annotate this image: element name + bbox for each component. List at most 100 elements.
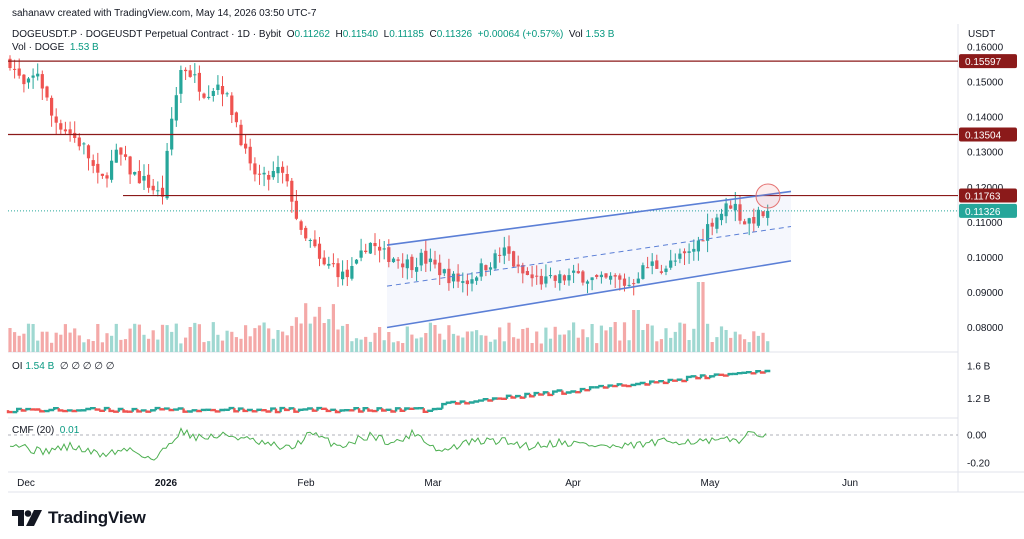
volume-bar (341, 325, 345, 352)
candle (133, 172, 137, 175)
cmf-value: 0.01 (59, 425, 80, 436)
oi-step-segment (515, 394, 521, 398)
volume-bar (40, 331, 44, 352)
candle (599, 274, 603, 278)
volume-bar (156, 339, 160, 352)
candle (244, 143, 248, 149)
oi-step-segment (131, 407, 138, 412)
candle (535, 275, 539, 277)
candle (313, 239, 317, 247)
volume-bar (327, 319, 331, 352)
tradingview-brand[interactable]: TradingView (12, 507, 146, 529)
volume-bar (752, 331, 756, 352)
candle (525, 271, 529, 275)
oi-step-segment (547, 392, 554, 397)
change-value: +0.00064 (+0.57%) (477, 29, 564, 40)
oi-step-segment (113, 410, 119, 413)
volume-bar (225, 330, 229, 352)
candle (45, 86, 49, 98)
volume-bar (761, 332, 765, 352)
candle (216, 84, 220, 90)
oi-step-segment (353, 407, 360, 411)
candle (655, 260, 659, 269)
volume-bar (354, 338, 359, 352)
oi-step-segment (487, 399, 494, 402)
oi-step-segment (293, 408, 300, 413)
volume-bar (502, 341, 506, 352)
candle (618, 275, 622, 280)
channel-fill (387, 191, 791, 328)
volume-bar (63, 324, 67, 352)
oi-step-segment (274, 408, 281, 414)
price-level-badge (959, 54, 1017, 69)
oi-step-segment (399, 408, 406, 412)
candle (539, 275, 543, 285)
oi-step-segment (145, 410, 152, 413)
volume-bar (475, 330, 479, 352)
candle (548, 275, 553, 277)
oi-step-segment (103, 406, 110, 411)
cmf-tick-label: -0.20 (967, 459, 990, 470)
volume-bar (285, 335, 289, 352)
oi-step-segment (450, 400, 457, 404)
oi-step-segment (538, 393, 544, 396)
candle (696, 240, 700, 252)
oi-step-segment (381, 408, 387, 412)
volume-bar (715, 337, 719, 352)
oi-step-segment (321, 407, 327, 410)
candle (743, 221, 747, 225)
volume-bar (193, 322, 197, 352)
oi-step-segment (681, 379, 688, 383)
volume-bar (512, 337, 516, 352)
candle (137, 171, 141, 184)
price-level-badge-label: 0.11763 (965, 192, 1001, 203)
oi-step-segment (491, 397, 498, 401)
candle (267, 175, 271, 180)
candle (581, 271, 585, 283)
oi-step-segment (709, 375, 715, 379)
price-tick-label: 0.08000 (967, 323, 1004, 334)
candle (415, 267, 419, 272)
price-level-badge-label: 0.15597 (965, 57, 1002, 68)
candle (128, 156, 132, 175)
volume-bar (17, 335, 21, 352)
candle (147, 174, 151, 188)
oi-step-segment (667, 378, 674, 383)
oi-step-segment (676, 378, 683, 381)
candle (40, 74, 44, 89)
candle (729, 205, 733, 209)
price-tick-label: 0.09000 (967, 288, 1004, 299)
breakout-highlight-circle (755, 183, 781, 209)
currency-label: USDT (968, 29, 996, 40)
candle (197, 72, 201, 92)
candle (646, 267, 650, 269)
candle (59, 123, 63, 130)
brand-name: TradingView (48, 508, 146, 527)
candle (567, 275, 571, 281)
volume-bar (595, 343, 599, 352)
candle (747, 218, 751, 224)
volume-bar (133, 323, 137, 352)
oi-step-segment (242, 408, 249, 413)
candle (692, 248, 696, 252)
volume-bar (396, 341, 400, 352)
oi-step-segment (367, 408, 373, 412)
oi-step-segment (722, 374, 729, 377)
volume-bar (484, 335, 488, 352)
candle (248, 146, 252, 164)
volume-bar (91, 341, 95, 352)
candle (664, 268, 668, 272)
candle (595, 275, 599, 277)
candle (456, 273, 460, 282)
oi-step-segment (284, 408, 290, 412)
candle (276, 167, 280, 174)
candle (151, 185, 155, 191)
candle (424, 250, 428, 264)
oi-step-segment (173, 408, 179, 411)
volume-bar (585, 337, 590, 352)
candle (188, 70, 192, 77)
volume-bar (313, 316, 317, 352)
last-price-badge (959, 203, 1017, 218)
price-tick-label: 0.11000 (967, 218, 1003, 229)
